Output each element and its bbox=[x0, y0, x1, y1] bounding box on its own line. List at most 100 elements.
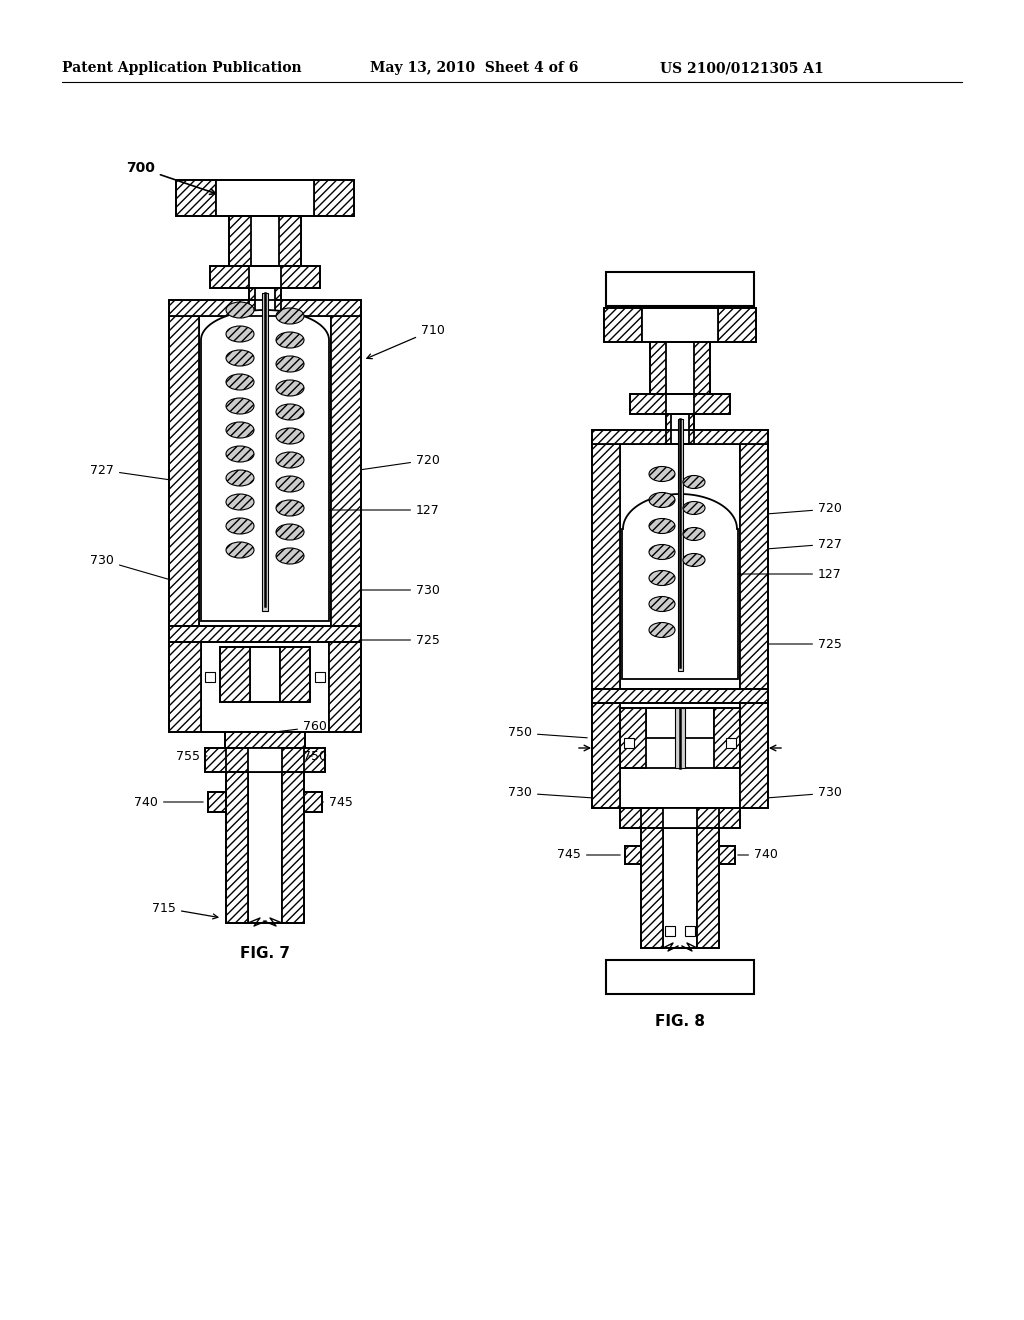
Bar bbox=[604, 308, 756, 342]
Bar bbox=[642, 308, 718, 342]
Ellipse shape bbox=[226, 350, 254, 366]
Bar bbox=[592, 689, 768, 704]
Ellipse shape bbox=[226, 517, 254, 535]
Bar bbox=[169, 626, 361, 642]
Bar bbox=[201, 642, 329, 733]
Ellipse shape bbox=[276, 404, 304, 420]
Bar bbox=[592, 704, 768, 808]
Text: 117: 117 bbox=[665, 280, 696, 298]
Bar bbox=[225, 733, 305, 748]
Ellipse shape bbox=[649, 492, 675, 507]
Bar bbox=[280, 647, 310, 702]
Bar bbox=[205, 672, 215, 682]
Text: FIG. 7: FIG. 7 bbox=[240, 945, 290, 961]
Bar bbox=[282, 748, 304, 923]
Bar bbox=[169, 300, 361, 626]
Bar bbox=[620, 808, 740, 828]
Bar bbox=[606, 960, 754, 994]
Ellipse shape bbox=[649, 466, 675, 482]
Bar bbox=[220, 647, 310, 702]
Ellipse shape bbox=[226, 399, 254, 414]
Bar bbox=[226, 748, 248, 923]
Bar bbox=[620, 708, 740, 768]
Text: FIG. 8: FIG. 8 bbox=[655, 1015, 705, 1030]
Bar bbox=[620, 808, 740, 828]
Bar bbox=[229, 216, 301, 267]
Text: 720: 720 bbox=[769, 503, 842, 516]
Ellipse shape bbox=[226, 422, 254, 438]
Ellipse shape bbox=[649, 519, 675, 533]
Ellipse shape bbox=[226, 326, 254, 342]
Bar bbox=[216, 180, 314, 216]
Polygon shape bbox=[622, 494, 738, 678]
Bar bbox=[592, 704, 620, 808]
Bar bbox=[592, 430, 768, 689]
Ellipse shape bbox=[276, 451, 304, 469]
Bar bbox=[666, 414, 694, 444]
Bar bbox=[226, 748, 304, 923]
Ellipse shape bbox=[276, 356, 304, 372]
Bar bbox=[592, 689, 768, 704]
Bar bbox=[262, 293, 268, 611]
Ellipse shape bbox=[276, 308, 304, 323]
Ellipse shape bbox=[276, 500, 304, 516]
Bar bbox=[665, 927, 675, 936]
Ellipse shape bbox=[683, 475, 705, 488]
Bar bbox=[675, 708, 685, 768]
Bar bbox=[625, 846, 641, 865]
Ellipse shape bbox=[276, 477, 304, 492]
Text: 730: 730 bbox=[508, 787, 591, 800]
Bar bbox=[169, 300, 361, 315]
Text: 725: 725 bbox=[769, 638, 842, 651]
Bar bbox=[726, 738, 736, 748]
Bar bbox=[229, 216, 301, 267]
Text: 750: 750 bbox=[508, 726, 587, 739]
Ellipse shape bbox=[683, 528, 705, 540]
Bar bbox=[650, 342, 710, 393]
Ellipse shape bbox=[226, 470, 254, 486]
Polygon shape bbox=[201, 310, 329, 620]
Text: 710: 710 bbox=[367, 323, 444, 359]
Bar bbox=[225, 733, 305, 748]
Text: US 2100/0121305 A1: US 2100/0121305 A1 bbox=[660, 61, 823, 75]
Bar bbox=[210, 267, 319, 288]
Text: 700: 700 bbox=[126, 161, 216, 194]
Text: 750: 750 bbox=[303, 750, 327, 763]
Text: 745: 745 bbox=[557, 849, 621, 862]
Bar bbox=[314, 180, 354, 216]
Bar bbox=[740, 704, 768, 808]
Bar bbox=[606, 272, 754, 306]
Text: May 13, 2010  Sheet 4 of 6: May 13, 2010 Sheet 4 of 6 bbox=[370, 61, 579, 75]
Bar bbox=[666, 393, 694, 414]
Ellipse shape bbox=[683, 553, 705, 566]
Ellipse shape bbox=[683, 502, 705, 515]
Text: 720: 720 bbox=[361, 454, 440, 470]
Bar bbox=[249, 267, 281, 288]
Bar bbox=[304, 792, 322, 812]
Bar bbox=[740, 444, 768, 689]
Bar bbox=[331, 315, 361, 626]
Bar bbox=[630, 393, 730, 414]
Text: 755: 755 bbox=[176, 750, 207, 763]
Bar bbox=[176, 180, 216, 216]
Bar bbox=[249, 288, 281, 315]
Ellipse shape bbox=[276, 428, 304, 444]
Bar bbox=[251, 216, 279, 267]
Text: 715: 715 bbox=[153, 902, 218, 919]
Bar bbox=[169, 626, 361, 642]
Bar bbox=[248, 748, 282, 772]
Text: 727: 727 bbox=[90, 463, 168, 479]
Bar bbox=[255, 288, 275, 315]
Bar bbox=[719, 846, 735, 865]
Bar bbox=[666, 414, 694, 444]
Ellipse shape bbox=[649, 623, 675, 638]
Bar bbox=[169, 642, 201, 733]
Text: 745: 745 bbox=[322, 796, 353, 808]
Bar bbox=[666, 342, 694, 393]
Bar bbox=[718, 308, 756, 342]
Bar bbox=[697, 808, 719, 948]
Ellipse shape bbox=[226, 494, 254, 510]
Bar bbox=[199, 315, 331, 626]
Bar bbox=[671, 414, 689, 444]
Ellipse shape bbox=[226, 374, 254, 389]
